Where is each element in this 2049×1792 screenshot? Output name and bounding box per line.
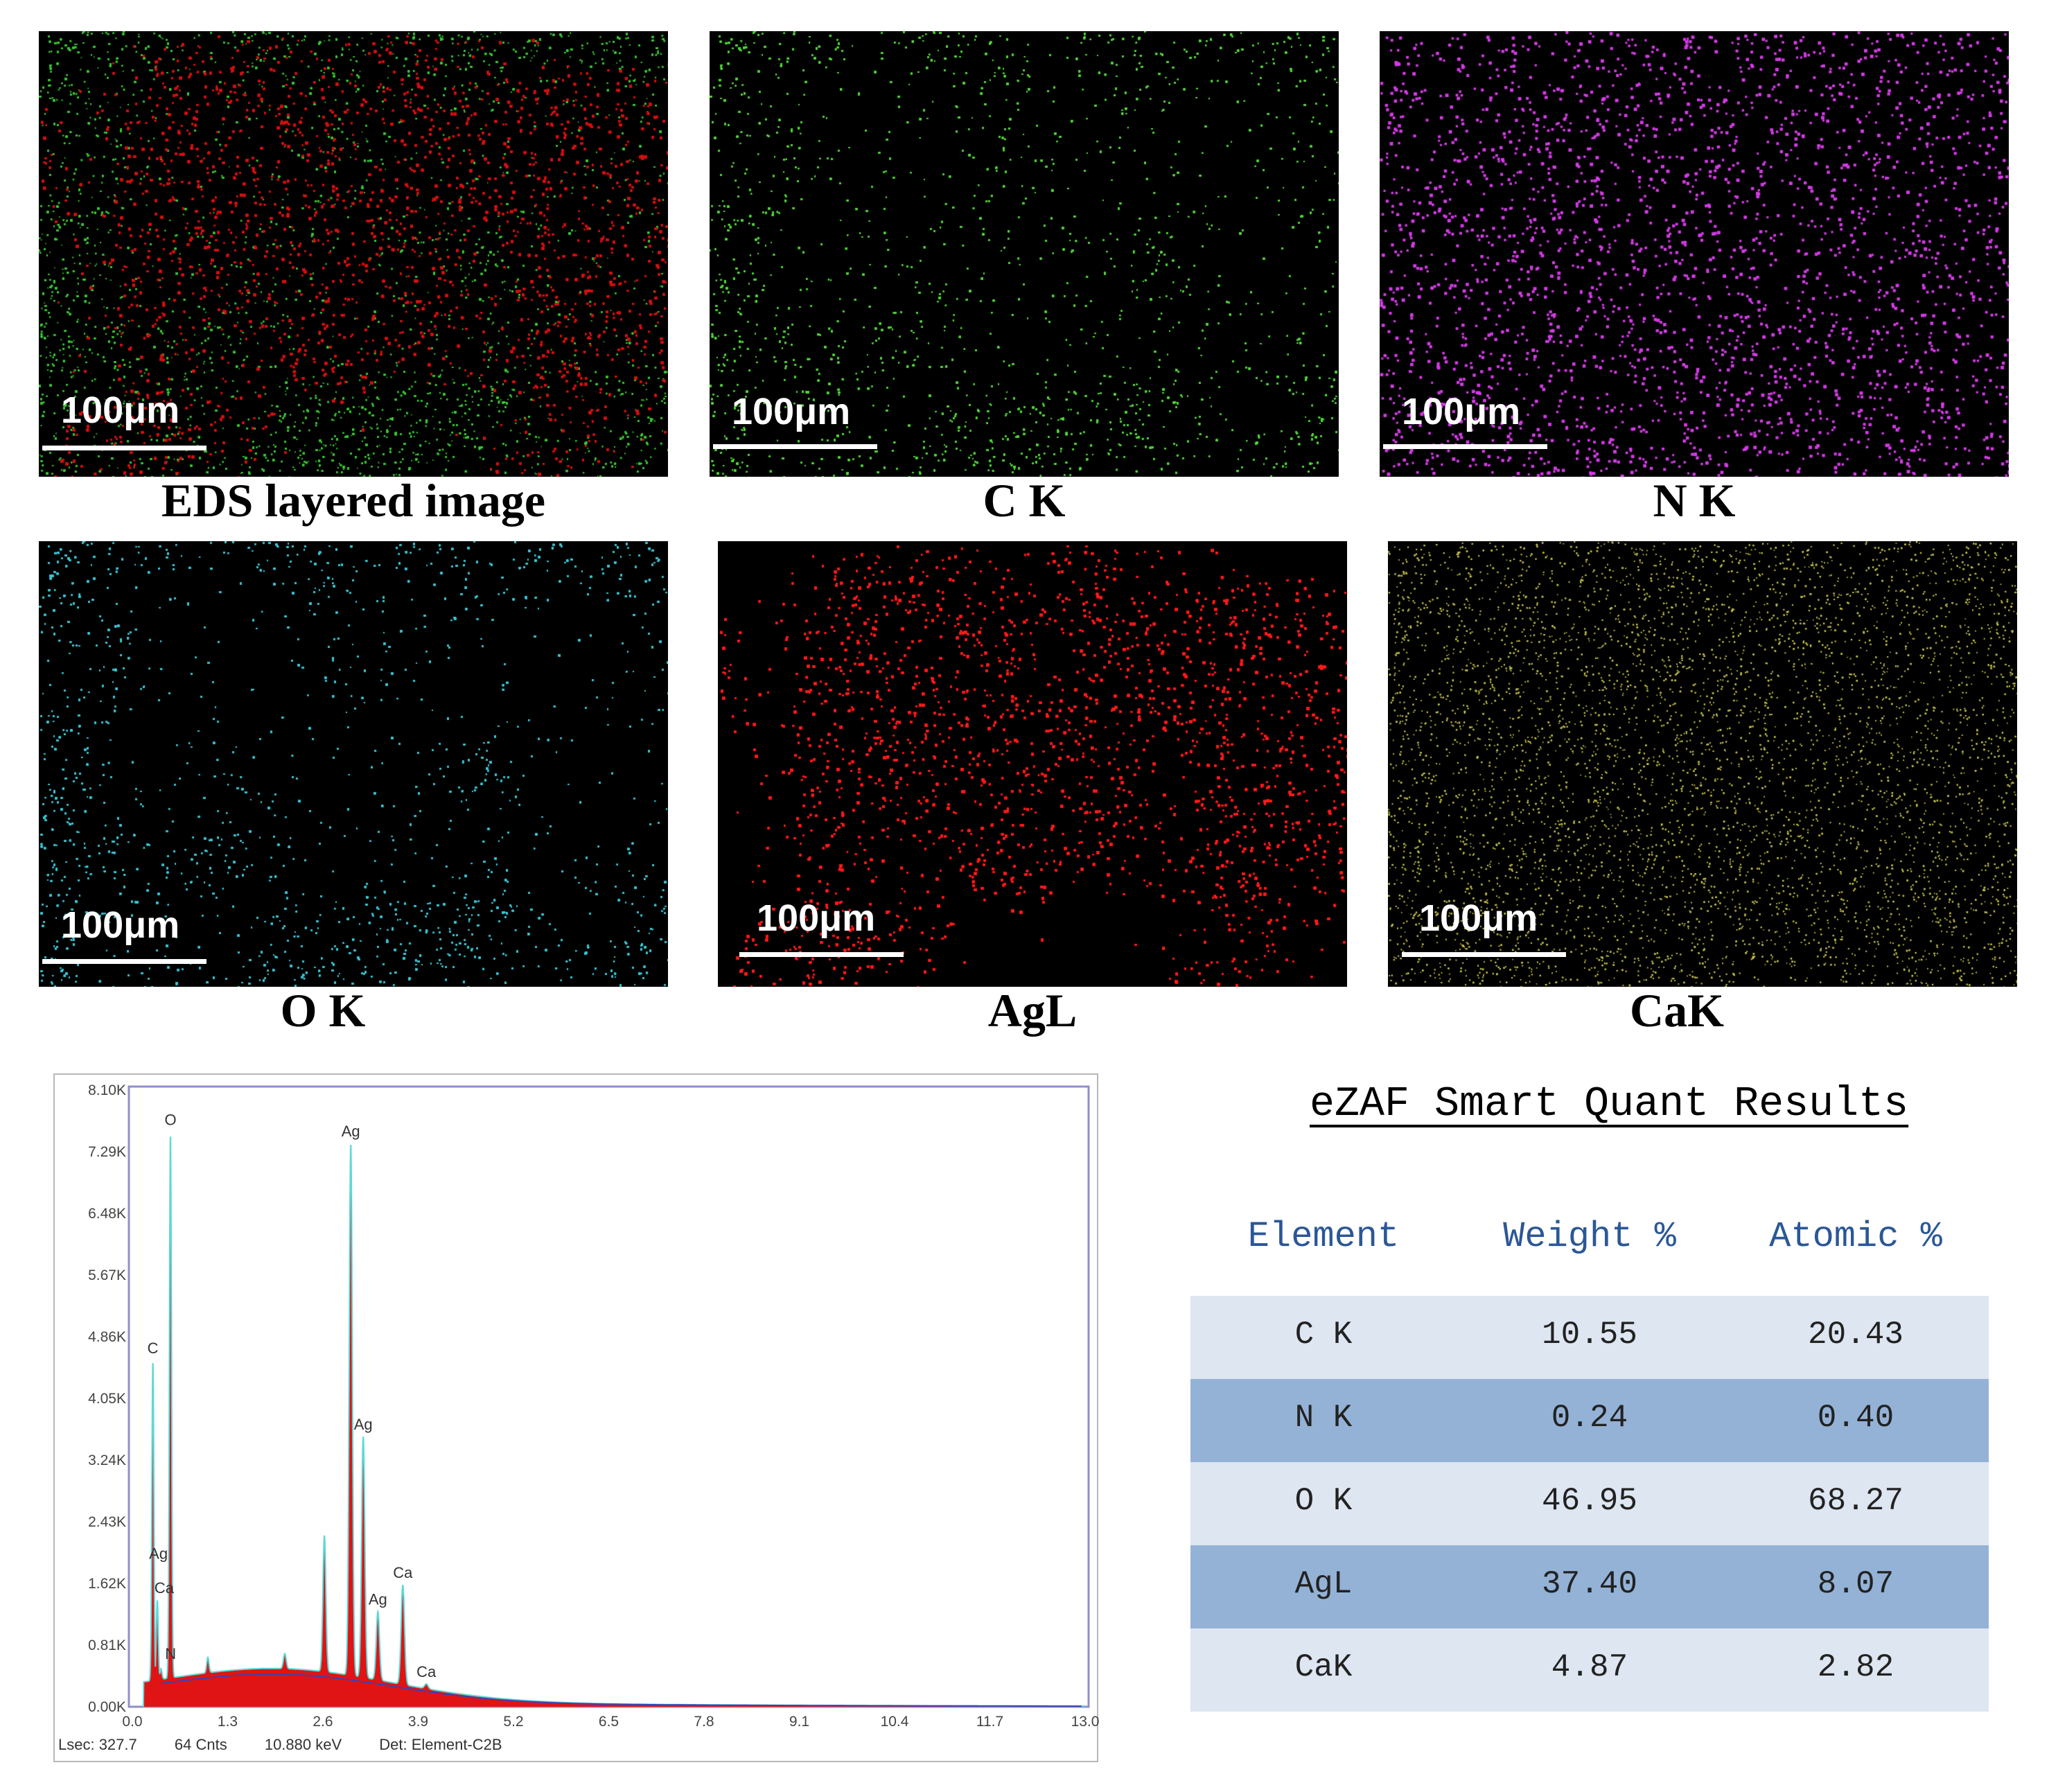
- n-k-map-image: [1380, 31, 2009, 477]
- scalebar-label: 100μm: [757, 897, 876, 939]
- y-tick-label: 4.05K: [88, 1391, 126, 1407]
- panel-caption: CaK: [1630, 984, 1724, 1037]
- ag-l-map: 100μm: [718, 541, 1347, 987]
- x-tick-label: 10.4: [881, 1714, 909, 1730]
- scalebar-line: [42, 446, 206, 450]
- cell-element: C K: [1294, 1317, 1353, 1353]
- quant-results-table: Element Weight % Atomic % C K 10.55 20.4…: [1190, 1202, 1989, 1712]
- peak-label: Ca: [393, 1564, 413, 1581]
- table-row: N K 0.24 0.40: [1190, 1379, 1989, 1462]
- o-k-map-image: [39, 541, 668, 987]
- peak-label: N: [165, 1645, 176, 1662]
- x-tick-label: 2.6: [313, 1714, 333, 1730]
- panel-caption: EDS layered image: [161, 474, 546, 527]
- eds-layered-map: 100μm: [39, 31, 668, 477]
- scalebar-line: [1383, 444, 1547, 449]
- y-tick-label: 5.67K: [88, 1267, 126, 1283]
- scalebar-line: [42, 959, 206, 964]
- x-tick-label: 1.3: [218, 1714, 238, 1730]
- peak-label: Ag: [354, 1416, 373, 1433]
- table-row: CaK 4.87 2.82: [1190, 1628, 1989, 1712]
- peak-label: Ca: [416, 1663, 437, 1680]
- scalebar-label: 100μm: [1402, 391, 1521, 432]
- y-tick-label: 0.00K: [88, 1699, 126, 1715]
- scalebar-line: [739, 952, 904, 957]
- c-k-map: 100μm: [710, 31, 1339, 477]
- x-tick-label: 13.0: [1071, 1714, 1099, 1730]
- table-row: O K 46.95 68.27: [1190, 1462, 1989, 1545]
- y-tick-label: 3.24K: [88, 1452, 126, 1468]
- cell-element: AgL: [1294, 1566, 1353, 1602]
- cell-atomic: 68.27: [1807, 1483, 1904, 1519]
- cell-atomic: 8.07: [1817, 1566, 1894, 1602]
- panel-caption: AgL: [987, 984, 1078, 1037]
- eds-layered-map-image: [39, 31, 668, 477]
- header-element: Element: [1247, 1216, 1400, 1257]
- table-row: AgL 37.40 8.07: [1190, 1545, 1989, 1628]
- cell-weight: 0.24: [1551, 1400, 1628, 1436]
- y-tick-label: 0.81K: [88, 1637, 126, 1653]
- eds-spectrum-chart: 0.00K 0.81K 1.62K 2.43K 3.24K 4.05K 4.86K 5.67K…: [53, 1073, 1099, 1763]
- peak-label: Ca: [155, 1579, 175, 1597]
- scalebar-line: [1402, 952, 1566, 957]
- eds-spectrum-svg: 0.00K 0.81K 1.62K 2.43K 3.24K 4.05K 4.86K 5.67K…: [53, 1073, 1099, 1762]
- cell-weight: 10.55: [1541, 1317, 1638, 1353]
- cell-weight: 4.87: [1551, 1649, 1628, 1685]
- cell-atomic: 0.40: [1817, 1400, 1894, 1436]
- x-tick-label: 7.8: [694, 1714, 714, 1730]
- x-tick-label: 9.1: [789, 1714, 809, 1730]
- header-atomic: Atomic %: [1769, 1216, 1942, 1257]
- x-tick-label: 5.2: [503, 1714, 523, 1730]
- y-tick-label: 2.43K: [88, 1514, 126, 1530]
- cell-atomic: 2.82: [1817, 1649, 1894, 1685]
- quant-table-header: Element Weight % Atomic %: [1190, 1202, 1989, 1296]
- y-tick-label: 6.48K: [88, 1206, 126, 1222]
- spectrum-footer: Lsec: 327.7 64 Cnts 10.880 keV Det: Elem…: [58, 1736, 536, 1754]
- spectrum-counts: 64 Cnts: [174, 1736, 227, 1753]
- ca-k-map-image: [1388, 541, 2017, 987]
- n-k-map: 100μm: [1380, 31, 2009, 477]
- x-tick-label: 6.5: [599, 1714, 619, 1730]
- scalebar-label: 100μm: [61, 389, 180, 431]
- scalebar-label: 100μm: [61, 904, 180, 946]
- scalebar-label: 100μm: [732, 391, 851, 432]
- ca-k-map: 100μm: [1388, 541, 2017, 987]
- x-tick-label: 3.9: [408, 1714, 428, 1730]
- spectrum-lsec: Lsec: 327.7: [58, 1736, 137, 1753]
- table-row: C K 10.55 20.43: [1190, 1296, 1989, 1379]
- panel-caption: O K: [280, 984, 366, 1037]
- y-tick-label: 1.62K: [88, 1576, 126, 1592]
- peak-label: Ag: [369, 1591, 387, 1608]
- y-tick-label: 7.29K: [88, 1144, 126, 1160]
- spectrum-detector: Det: Element-C2B: [379, 1736, 502, 1753]
- x-tick-label: 11.7: [976, 1714, 1003, 1730]
- cell-weight: 46.95: [1541, 1483, 1638, 1519]
- peak-label: C: [148, 1339, 159, 1357]
- c-k-map-image: [710, 31, 1339, 477]
- cell-element: CaK: [1294, 1649, 1353, 1685]
- panel-caption: N K: [1653, 474, 1736, 527]
- cell-weight: 37.40: [1541, 1566, 1638, 1602]
- scalebar-line: [713, 444, 877, 449]
- spectrum-plot-frame: [127, 1085, 1090, 1708]
- spectrum-kev: 10.880 keV: [264, 1736, 342, 1753]
- cell-element: N K: [1294, 1400, 1353, 1436]
- header-weight: Weight %: [1503, 1216, 1676, 1257]
- y-tick-label: 4.86K: [88, 1329, 126, 1345]
- o-k-map: 100μm: [39, 541, 668, 987]
- x-tick-label: 0.0: [122, 1714, 142, 1730]
- scalebar-label: 100μm: [1419, 897, 1538, 939]
- cell-atomic: 20.43: [1807, 1317, 1904, 1353]
- quant-title: eZAF Smart Quant Results: [1310, 1081, 1909, 1128]
- peak-label: O: [164, 1111, 176, 1128]
- peak-label: Ag: [342, 1123, 360, 1140]
- panel-caption: C K: [983, 474, 1066, 527]
- peak-label: Ag: [149, 1545, 168, 1563]
- cell-element: O K: [1294, 1483, 1353, 1519]
- ag-l-map-image: [718, 541, 1347, 987]
- spectrum-background-fit: [161, 1674, 1082, 1707]
- y-tick-label: 8.10K: [88, 1082, 126, 1098]
